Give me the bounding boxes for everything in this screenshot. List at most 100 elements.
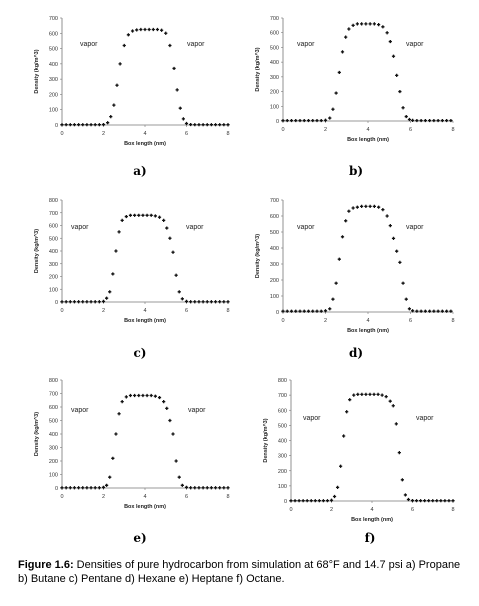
data-point — [423, 118, 427, 123]
y-tick-label: 600 — [49, 224, 58, 230]
y-tick-label: 500 — [270, 45, 279, 51]
data-point — [135, 28, 139, 32]
data-point — [189, 300, 193, 304]
data-point — [105, 483, 109, 487]
data-point — [415, 118, 419, 123]
vapor-annotation: vapor — [416, 415, 434, 422]
data-point — [407, 307, 412, 311]
data-point — [128, 213, 133, 217]
data-point — [388, 224, 392, 228]
x-tick-label: 6 — [409, 127, 412, 133]
y-tick-label: 600 — [270, 31, 279, 37]
data-point — [289, 499, 293, 503]
data-point — [171, 432, 175, 436]
x-tick-label: 0 — [281, 127, 284, 133]
y-tick-label: 300 — [278, 454, 287, 460]
x-tick-label: 4 — [143, 308, 146, 314]
data-point — [317, 499, 321, 503]
data-point — [111, 272, 115, 276]
data-point — [222, 123, 226, 127]
data-point — [112, 103, 116, 107]
chart-panel-d: 0 100 200 300 400 500 600 700 0 2 4 6 8 Box length (n… — [255, 198, 455, 360]
data-point — [97, 300, 101, 304]
data-point — [93, 486, 97, 490]
data-point — [372, 22, 376, 26]
data-point — [209, 486, 213, 490]
data-point — [427, 499, 431, 503]
data-point — [348, 398, 352, 402]
data-point — [436, 118, 440, 123]
vapor-annotation: vapor — [188, 407, 206, 414]
data-point — [372, 392, 376, 396]
data-point — [122, 43, 126, 48]
y-tick-label: 200 — [278, 469, 287, 475]
y-tick-label: 600 — [270, 214, 279, 220]
data-point — [294, 118, 298, 123]
data-point — [89, 486, 93, 490]
data-point — [419, 499, 423, 503]
data-point — [377, 205, 381, 209]
data-point — [334, 281, 338, 285]
data-point — [218, 486, 222, 490]
data-point — [101, 122, 106, 127]
data-point — [174, 273, 178, 277]
data-point — [114, 249, 118, 253]
vapor-annotation: vapor — [406, 41, 424, 48]
data-point — [153, 394, 157, 398]
data-point — [297, 499, 301, 503]
data-point — [133, 393, 137, 398]
data-point — [376, 392, 380, 396]
y-tick-label: 400 — [49, 249, 58, 255]
data-point — [385, 31, 389, 35]
data-point — [197, 486, 201, 490]
data-point — [340, 50, 345, 54]
data-point — [335, 485, 340, 489]
data-point — [337, 70, 341, 75]
data-point — [347, 27, 351, 31]
data-point — [391, 236, 396, 240]
data-point — [395, 249, 399, 253]
vapor-annotation: vapor — [71, 224, 89, 231]
data-point — [410, 498, 415, 503]
data-point — [364, 392, 368, 396]
y-tick-label: 500 — [49, 419, 58, 425]
data-point — [355, 22, 359, 26]
y-tick-label: 200 — [49, 275, 58, 281]
data-point — [385, 214, 389, 218]
data-point — [428, 309, 432, 313]
y-tick-label: 400 — [270, 246, 279, 252]
data-point — [364, 22, 368, 26]
data-point — [72, 300, 77, 304]
data-point — [388, 39, 392, 44]
data-point — [226, 486, 230, 490]
data-point — [285, 118, 289, 123]
data-point — [209, 123, 213, 127]
data-point — [436, 309, 440, 313]
data-point — [193, 123, 197, 127]
data-point — [145, 213, 149, 217]
data-point — [289, 118, 294, 123]
data-point — [398, 260, 402, 264]
data-point — [193, 300, 197, 304]
data-point — [160, 28, 164, 32]
x-tick-label: 4 — [366, 127, 369, 133]
data-point — [109, 114, 113, 119]
data-point — [298, 309, 302, 313]
x-axis-label: Box length (nm) — [124, 141, 166, 147]
data-point — [360, 204, 364, 208]
x-tick-label: 0 — [60, 494, 63, 500]
data-point — [302, 118, 306, 123]
data-point — [197, 123, 201, 127]
y-tick-label: 600 — [49, 31, 58, 37]
data-point — [404, 297, 408, 301]
data-point — [391, 54, 396, 58]
data-point — [143, 27, 147, 32]
x-tick-label: 0 — [60, 131, 63, 137]
data-point — [162, 400, 166, 404]
data-point — [328, 307, 332, 311]
data-point — [400, 478, 404, 482]
chart-panel-e: 0 100 200 300 400 500 600 700 800 0 2 4 6 8 Box length… — [34, 378, 230, 545]
data-point — [165, 406, 169, 410]
data-point — [85, 123, 89, 127]
